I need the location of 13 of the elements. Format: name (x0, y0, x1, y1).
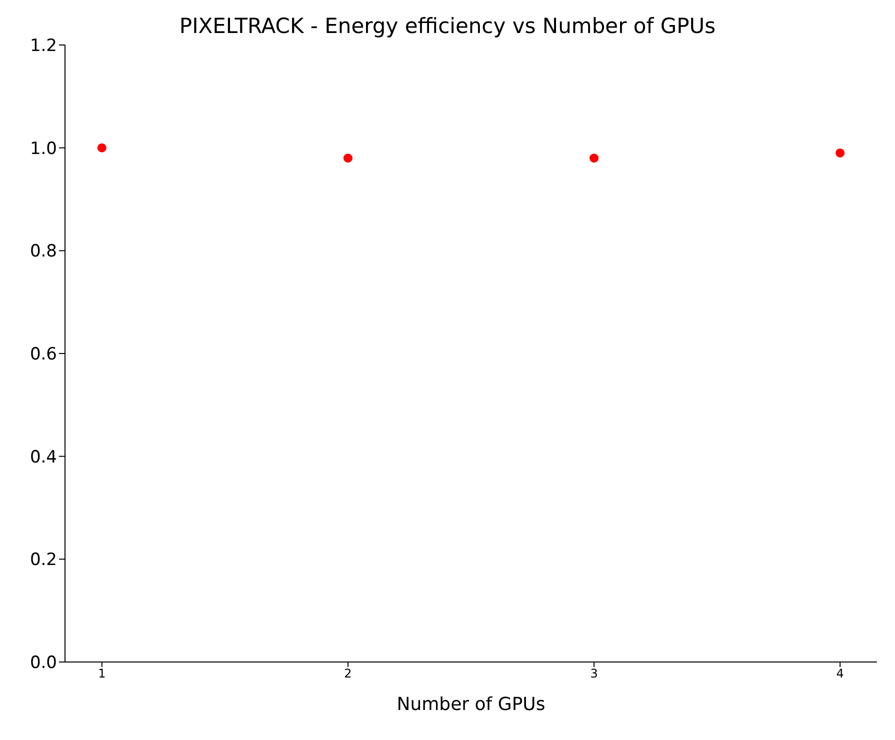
y-tick-label: 1.0 (30, 138, 57, 159)
y-tick-label: 0.0 (30, 653, 57, 674)
x-axis-title: Number of GPUs (396, 694, 546, 715)
x-tick-label: 1 (98, 666, 106, 681)
y-tick-label: 0.4 (30, 447, 57, 468)
x-tick-label: 2 (344, 666, 352, 681)
y-tick-label: 0.6 (30, 344, 57, 365)
y-tick-label: 0.8 (30, 242, 57, 262)
x-tick-label: 3 (590, 666, 598, 681)
x-tick-label: 4 (836, 666, 844, 681)
y-tick-label: 1.2 (30, 36, 57, 56)
y-tick-label: 0.2 (30, 550, 57, 570)
chart-title: PIXELTRACK - Energy efficiency vs Number of GPUs (178, 14, 717, 38)
